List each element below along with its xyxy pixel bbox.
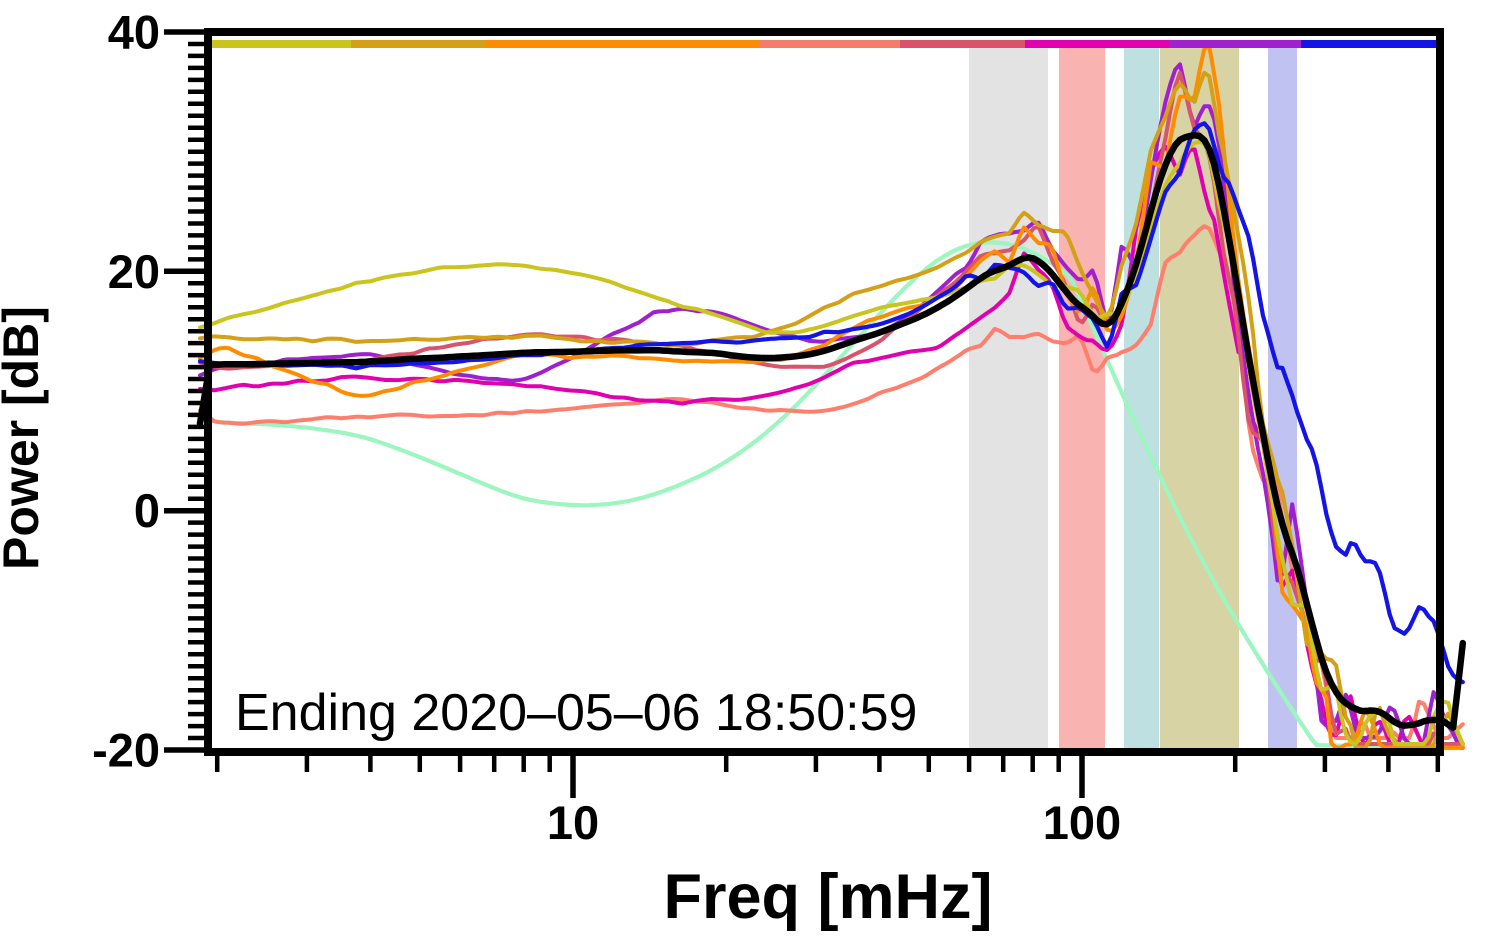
svg-text:100: 100	[1043, 796, 1121, 849]
svg-text:40: 40	[108, 6, 160, 59]
svg-text:10: 10	[547, 796, 599, 849]
svg-text:Freq [mHz]: Freq [mHz]	[664, 862, 993, 932]
svg-text:0: 0	[134, 484, 160, 537]
svg-text:Ending 2020–05–06 18:50:59: Ending 2020–05–06 18:50:59	[235, 684, 917, 742]
svg-text:Power [dB]: Power [dB]	[0, 306, 49, 570]
svg-text:20: 20	[108, 245, 160, 298]
svg-text:-20: -20	[92, 724, 160, 777]
